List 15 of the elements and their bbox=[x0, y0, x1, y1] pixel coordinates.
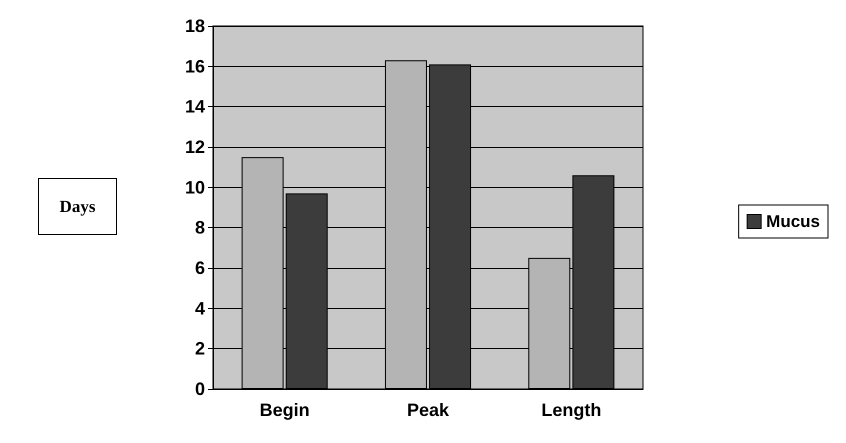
x-tick-label: Peak bbox=[406, 400, 450, 420]
text: Days bbox=[60, 197, 96, 216]
y-tick-label: 6 bbox=[194, 258, 205, 278]
y-tick-label: 2 bbox=[194, 338, 205, 359]
y-tick-label: 4 bbox=[194, 298, 205, 318]
y-tick-label: 0 bbox=[194, 379, 205, 399]
y-tick-label: 12 bbox=[184, 137, 205, 157]
y-tick-label: 16 bbox=[184, 56, 205, 76]
x-tick-label: Length bbox=[541, 400, 602, 420]
y-tick-label: 18 bbox=[184, 16, 205, 36]
y-tick-label: 14 bbox=[184, 96, 205, 117]
y-tick-label: 10 bbox=[184, 177, 205, 198]
y-tick-label: 8 bbox=[194, 218, 205, 238]
x-tick-label: Begin bbox=[260, 400, 310, 420]
legend-label: Mucus bbox=[766, 212, 820, 231]
